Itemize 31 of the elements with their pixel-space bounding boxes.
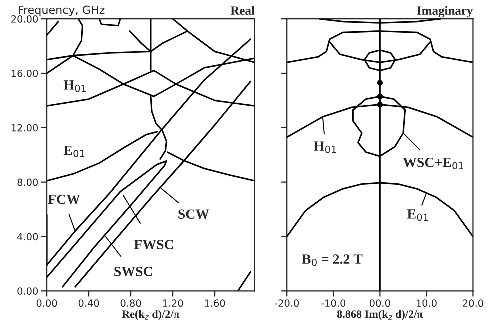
y-tick-label: 8.00 [18,178,38,186]
x-tick-label: -10.0 [322,300,346,308]
x-tick-label: 0.40 [78,300,100,308]
annotation: H$_{01}$ [64,80,86,92]
x-tick-label: 10.0 [416,300,437,308]
annotation: FWSC [134,240,174,250]
x-tick-label: 1.60 [205,300,226,308]
annotation: SCW [178,210,210,220]
annotation: SWSC [114,267,152,276]
annotation: B$_{0}$ = 2.2 T [302,254,363,266]
chart-title: Real [230,6,255,16]
y-tick-label: 20.00 [12,16,38,23]
x-tick-label: -20.0 [275,300,300,308]
x-tick-label: 0.00 [36,300,58,308]
chart-title: Imaginary [417,6,474,18]
x-axis-title: Re(k$_{z}$ d)/2/π [122,310,180,320]
x-tick-label: 20.0 [463,300,484,308]
annotation: WSC+E$_{01}$ [403,158,464,170]
x-tick-label: 0.80 [120,300,142,308]
y-axis-title: Frequency, GHz [19,6,105,16]
annotation: E$_{01}$ [407,210,428,222]
y-tick-label: 0.00 [18,288,38,295]
x-tick-label: 00.0 [370,300,390,308]
y-tick-label: 12.00 [12,124,38,132]
annotation: H$_{01}$ [314,142,336,154]
y-tick-label: 4.00 [18,233,38,241]
x-tick-label: 1.20 [163,300,184,308]
annotation: FCW [48,194,80,204]
x-axis-title: 8.868 Im(k$_{z}$ d)/2/π [337,310,424,320]
y-tick-label: 16.00 [12,70,38,78]
annotation: E$_{01}$ [64,146,85,158]
